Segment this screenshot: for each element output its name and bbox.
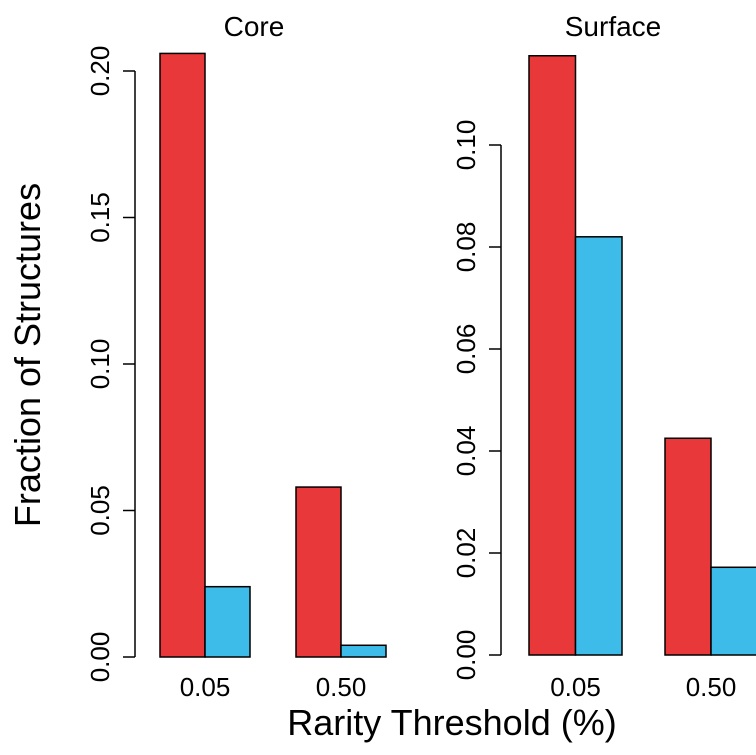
surface-y-tick-label: 0.10 <box>451 120 481 171</box>
surface-title: Surface <box>565 11 662 42</box>
surface-y-tick-label: 0.08 <box>451 222 481 273</box>
surface-y-tick-label: 0.00 <box>451 630 481 681</box>
core-y-tick-label: 0.20 <box>85 46 115 97</box>
surface-bar-0.50-series-1 <box>664 437 712 656</box>
surface-y-tick-label: 0.06 <box>451 324 481 375</box>
surface-y-tick-label: 0.02 <box>451 528 481 579</box>
core-y-tick-label: 0.10 <box>85 339 115 390</box>
core-bar-0.05-series-1 <box>159 52 206 658</box>
core-y-tick-label: 0.00 <box>85 632 115 683</box>
core-y-tick-label: 0.15 <box>85 192 115 243</box>
surface-category-label: 0.05 <box>550 672 601 702</box>
surface-category-label: 0.50 <box>686 672 737 702</box>
core-bar-0.50-series-1 <box>295 486 342 658</box>
surface-bar-0.05-series-2 <box>574 236 623 656</box>
core-category-label: 0.50 <box>316 672 367 702</box>
surface-bar-0.05-series-1 <box>528 55 577 656</box>
panel-surface: Surface 0.00 0.02 0.04 0.06 0.08 0.10 0.05 0.50 <box>451 11 756 702</box>
y-axis-label: Fraction of Structures <box>7 183 48 527</box>
core-y-tick-label: 0.05 <box>85 485 115 536</box>
core-bar-0.50-series-2 <box>340 644 387 658</box>
x-axis-label: Rarity Threshold (%) <box>287 702 616 743</box>
surface-bar-0.50-series-2 <box>710 566 756 656</box>
panel-core: Core 0.00 0.05 0.10 0.15 0.20 0.05 0.50 <box>85 11 387 702</box>
core-bar-0.05-series-2 <box>204 585 251 658</box>
core-category-label: 0.05 <box>180 672 231 702</box>
surface-y-tick-label: 0.04 <box>451 426 481 477</box>
core-title: Core <box>224 11 285 42</box>
